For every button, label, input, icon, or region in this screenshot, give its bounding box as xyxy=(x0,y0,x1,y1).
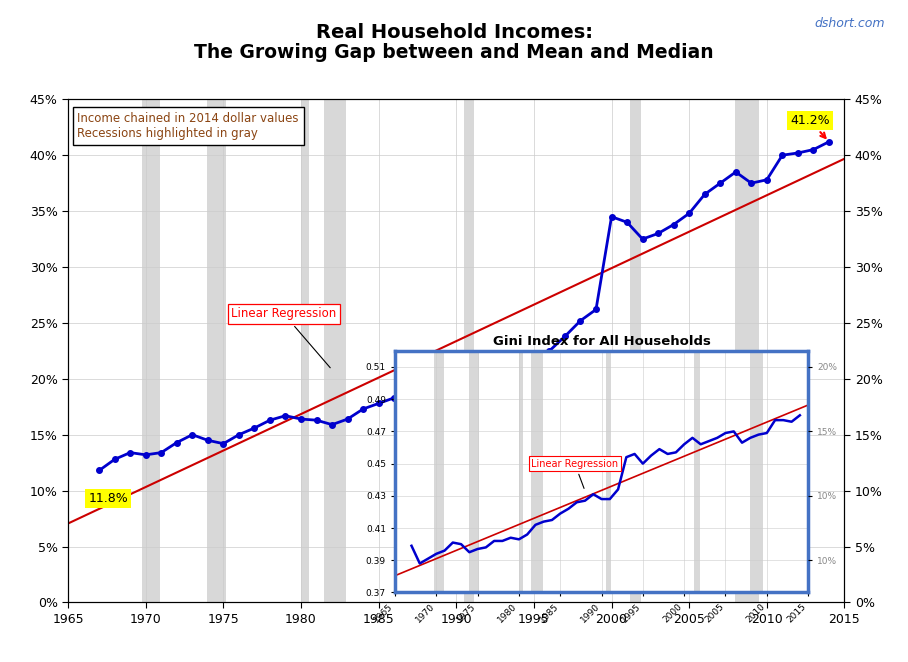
Bar xyxy=(207,99,226,602)
Title: Gini Index for All Households: Gini Index for All Households xyxy=(493,336,710,348)
Text: The Growing Gap between and Mean and Median: The Growing Gap between and Mean and Med… xyxy=(194,43,714,62)
Text: Real Household Incomes:: Real Household Incomes: xyxy=(315,23,593,42)
Bar xyxy=(518,351,523,592)
Bar xyxy=(630,99,641,602)
Bar xyxy=(606,351,611,592)
Text: Linear Regression: Linear Regression xyxy=(531,459,618,489)
Text: 11.8%: 11.8% xyxy=(88,492,128,505)
Bar xyxy=(735,99,759,602)
Bar xyxy=(301,99,309,602)
Text: 41.2%: 41.2% xyxy=(790,114,830,138)
Text: Income chained in 2014 dollar values
Recessions highlighted in gray: Income chained in 2014 dollar values Rec… xyxy=(77,112,299,140)
Bar xyxy=(531,351,543,592)
Bar xyxy=(324,99,346,602)
Text: dshort.com: dshort.com xyxy=(814,17,885,30)
Bar xyxy=(464,99,475,602)
Bar xyxy=(434,351,444,592)
Bar xyxy=(694,351,700,592)
Bar xyxy=(750,351,763,592)
Bar xyxy=(469,351,479,592)
Bar xyxy=(142,99,160,602)
Text: Linear Regression: Linear Regression xyxy=(232,307,336,368)
